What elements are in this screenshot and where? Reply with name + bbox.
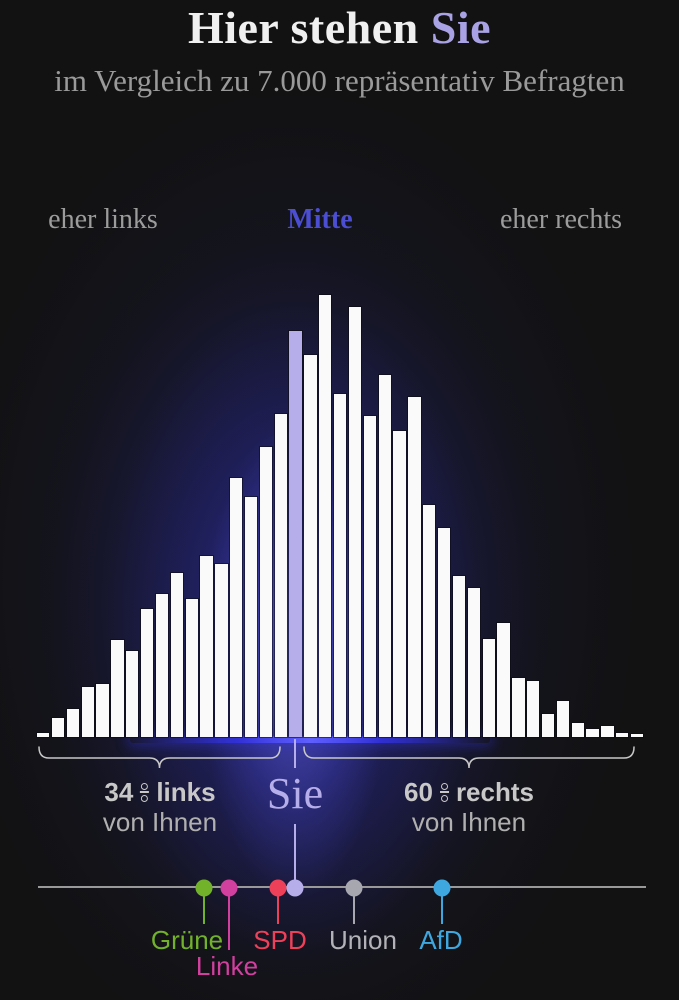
histogram-bar <box>274 414 287 737</box>
spectrum-label-center: Mitte <box>287 204 353 235</box>
page-title-prefix: Hier stehen <box>187 2 431 53</box>
you-connector-line-lower <box>293 824 297 888</box>
histogram-bar <box>170 573 184 737</box>
histogram-bar <box>51 718 65 737</box>
histogram-bar <box>437 528 451 737</box>
histogram-bar <box>334 394 347 737</box>
stat-left-line2: von Ihnen <box>102 807 218 837</box>
histogram-bar <box>244 497 258 737</box>
histogram-bar <box>200 556 213 737</box>
histogram-bar <box>185 599 198 737</box>
histogram-bar <box>497 623 510 737</box>
party-leader-line-gruene <box>203 896 205 924</box>
histogram-bar <box>541 714 555 737</box>
spectrum-label-right: eher rechts <box>499 204 623 235</box>
party-dot-spd <box>269 879 287 897</box>
page-title: Hier stehen Sie <box>0 0 679 56</box>
stat-left-line1: 34 links <box>103 778 217 806</box>
histogram-bar <box>452 576 466 737</box>
you-marker-dot <box>286 879 304 897</box>
party-leader-line-afd <box>441 896 443 924</box>
party-dot-gruene <box>195 879 213 897</box>
page-subtitle: im Vergleich zu 7.000 repräsentativ Befr… <box>54 63 625 98</box>
histogram-bar <box>215 564 228 737</box>
histogram-bar <box>616 733 629 737</box>
party-dot-afd <box>433 879 451 897</box>
histogram-bar <box>66 709 80 737</box>
party-axis-line <box>38 886 646 888</box>
stat-right-word: rechts <box>455 777 534 807</box>
party-dot-linke <box>220 879 238 897</box>
party-label-gruene: Grüne <box>150 925 224 955</box>
stat-left-value: 34 <box>104 777 134 807</box>
party-leader-line-linke <box>228 896 230 950</box>
histogram-bar <box>393 431 406 737</box>
histogram-bar <box>556 701 570 737</box>
histogram-bar <box>155 594 169 737</box>
histogram-bar <box>408 397 421 737</box>
party-dot-union <box>345 879 363 897</box>
histogram-bar <box>81 687 94 737</box>
histogram-bar <box>259 447 273 737</box>
percent-icon <box>140 782 150 802</box>
right-group-brace <box>303 746 635 769</box>
left-group-brace <box>38 746 281 769</box>
histogram-bar <box>348 307 362 737</box>
histogram-bar <box>230 478 243 737</box>
histogram-bar <box>37 733 50 737</box>
histogram-bar <box>527 681 540 737</box>
party-label-spd: SPD <box>253 925 307 955</box>
spectrum-label-left: eher links <box>48 204 158 235</box>
histogram-bar <box>601 726 614 737</box>
percent-icon <box>439 782 449 802</box>
stat-left-word: links <box>156 777 216 807</box>
party-leader-line-spd <box>277 896 279 924</box>
histogram-bar <box>631 734 644 737</box>
histogram-bar <box>512 678 525 737</box>
stat-right-value: 60 <box>404 777 433 807</box>
histogram-bar <box>378 375 391 737</box>
party-label-linke: Linke <box>195 951 259 981</box>
baseline-glow-strip <box>130 736 490 743</box>
stat-right-of-you: 60 rechts von Ihnen <box>404 778 534 836</box>
party-label-union: Union <box>329 925 397 955</box>
histogram-bar-you <box>289 331 302 737</box>
histogram-bar <box>140 609 154 737</box>
you-label-sie: Sie <box>266 769 324 818</box>
histogram-bar <box>111 640 124 737</box>
histogram-bar <box>304 355 317 737</box>
stat-left-of-you: 34 links von Ihnen <box>103 778 217 836</box>
histogram-bar <box>319 295 332 737</box>
histogram-bar <box>571 723 584 737</box>
histogram-bar <box>423 505 436 737</box>
histogram-bar <box>363 416 377 737</box>
party-leader-line-union <box>353 896 355 924</box>
histogram-bar <box>467 588 480 737</box>
page-title-highlight-sie: Sie <box>430 2 492 53</box>
histogram-bar <box>126 651 139 737</box>
stat-right-line2: von Ihnen <box>411 807 527 837</box>
histogram-bar <box>96 684 109 737</box>
stat-right-line1: 60 rechts <box>404 778 534 806</box>
histogram-bar <box>586 729 599 737</box>
you-connector-line-upper <box>293 739 297 768</box>
party-label-afd: AfD <box>419 925 463 955</box>
histogram-bar <box>482 639 495 737</box>
